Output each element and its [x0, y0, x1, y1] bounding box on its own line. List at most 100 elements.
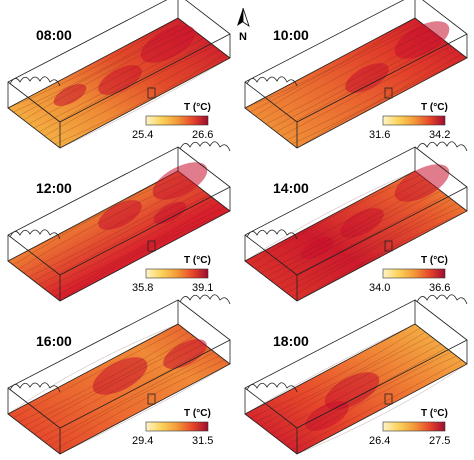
- colorbar-min: 29.4: [132, 435, 153, 447]
- north-label: N: [239, 31, 247, 43]
- hot-spot: [53, 83, 87, 107]
- isotherm-line: [291, 53, 462, 145]
- colorbar-title: T (°C): [184, 408, 211, 419]
- isotherm-line: [49, 355, 220, 447]
- isotherm-line: [265, 33, 436, 125]
- panel-5: 16:00 T (°C) 29.4 31.5: [7, 294, 231, 455]
- colorbar-gradient: [145, 268, 209, 279]
- isotherm-line: [18, 25, 189, 117]
- colorbar: T (°C) 35.8 39.1: [132, 255, 213, 294]
- isotherm-line: [23, 182, 194, 274]
- colorbar-min: 26.4: [369, 435, 390, 447]
- door-icon: [147, 393, 156, 405]
- colorbar: T (°C) 25.4 26.6: [132, 102, 213, 141]
- hot-spot: [324, 372, 380, 410]
- panel-1: 08:00 T (°C) 25.4 26.6: [7, 0, 231, 149]
- colorbar-min: 31.6: [369, 129, 390, 141]
- colorbar: T (°C) 26.4 27.5: [369, 408, 450, 447]
- isotherm-line: [44, 45, 215, 137]
- greenhouse-roof-arch: [9, 229, 61, 240]
- colorbar: T (°C) 29.4 31.5: [132, 408, 213, 447]
- time-label: 08:00: [36, 27, 72, 43]
- hot-spot: [300, 236, 334, 260]
- colorbar-gradient: [382, 115, 446, 126]
- isotherm-line: [255, 331, 426, 423]
- hot-spot: [305, 401, 349, 431]
- greenhouse-roof-arch: [416, 294, 468, 305]
- greenhouse-roof-arch: [9, 382, 61, 393]
- isotherm-line: [270, 343, 442, 435]
- greenhouse-frame: [244, 0, 468, 148]
- door-icon: [147, 240, 156, 252]
- greenhouse-frame: [7, 299, 231, 454]
- colorbar: T (°C) 31.6 34.2: [369, 102, 450, 141]
- colorbar-title: T (°C): [184, 102, 211, 113]
- isotherm-line: [244, 17, 416, 109]
- isotherm-line: [281, 351, 452, 443]
- isotherm-line: [23, 335, 194, 427]
- greenhouse-roof-arch: [246, 76, 298, 87]
- isotherm-line: [49, 202, 220, 294]
- isotherm-line: [286, 202, 457, 294]
- hot-spot: [394, 164, 450, 202]
- isotherm-line: [281, 198, 452, 290]
- isotherm-line: [260, 182, 431, 274]
- colorbar-title: T (°C): [421, 255, 448, 266]
- isotherm-line: [28, 339, 199, 431]
- greenhouse-roof-arch: [9, 76, 61, 87]
- isotherm-line: [33, 37, 205, 129]
- isotherm-line: [49, 49, 220, 141]
- colorbar-gradient: [145, 115, 209, 126]
- panel-2: 10:00 T (°C) 31.6 34.2: [244, 0, 468, 149]
- isotherm-line: [59, 210, 231, 302]
- isotherm-line: [23, 29, 194, 121]
- hot-spot: [153, 201, 187, 225]
- greenhouse-roof-arch: [246, 382, 298, 393]
- colorbar-max: 27.5: [429, 435, 450, 447]
- greenhouse-roof-arch: [416, 141, 468, 152]
- isotherm-line: [260, 335, 431, 427]
- isotherm-line: [276, 41, 447, 133]
- hot-spot: [98, 200, 142, 230]
- isotherm-line: [265, 186, 436, 278]
- door-icon: [384, 393, 393, 405]
- isotherm-line: [291, 359, 462, 451]
- isotherm-line: [54, 359, 225, 451]
- isotherm-line: [33, 343, 205, 435]
- isotherm-line: [296, 57, 468, 149]
- time-label: 10:00: [273, 27, 309, 43]
- isotherm-line: [39, 194, 210, 286]
- colorbar-gradient: [382, 421, 446, 432]
- isotherm-line: [286, 49, 457, 141]
- colorbar-gradient: [382, 268, 446, 279]
- isotherm-line: [13, 21, 184, 113]
- north-arrow: N: [237, 7, 250, 43]
- colorbar-title: T (°C): [184, 255, 211, 266]
- isotherm-line: [276, 347, 447, 439]
- hot-spot: [98, 65, 142, 95]
- time-label: 16:00: [36, 333, 72, 349]
- colorbar-gradient: [145, 421, 209, 432]
- isotherm-line: [54, 53, 225, 145]
- greenhouse-roof-arch: [179, 294, 231, 305]
- isotherm-line: [250, 21, 421, 113]
- colorbar-min: 34.0: [369, 282, 390, 294]
- colorbar-max: 36.6: [429, 282, 450, 294]
- hot-spot: [163, 339, 207, 369]
- isotherm-line: [28, 186, 199, 278]
- time-label: 12:00: [36, 180, 72, 196]
- isotherm-line: [250, 174, 421, 266]
- isotherm-line: [296, 363, 468, 455]
- isotherm-line: [244, 170, 416, 262]
- colorbar-max: 34.2: [429, 129, 450, 141]
- isotherm-line: [276, 194, 447, 286]
- colorbar-title: T (°C): [421, 102, 448, 113]
- isotherm-line: [13, 174, 184, 266]
- door-icon: [147, 87, 156, 99]
- time-label: 14:00: [273, 180, 309, 196]
- isotherm-line: [18, 331, 189, 423]
- isotherm-line: [44, 351, 215, 443]
- time-label: 18:00: [273, 333, 309, 349]
- isotherm-line: [33, 190, 205, 282]
